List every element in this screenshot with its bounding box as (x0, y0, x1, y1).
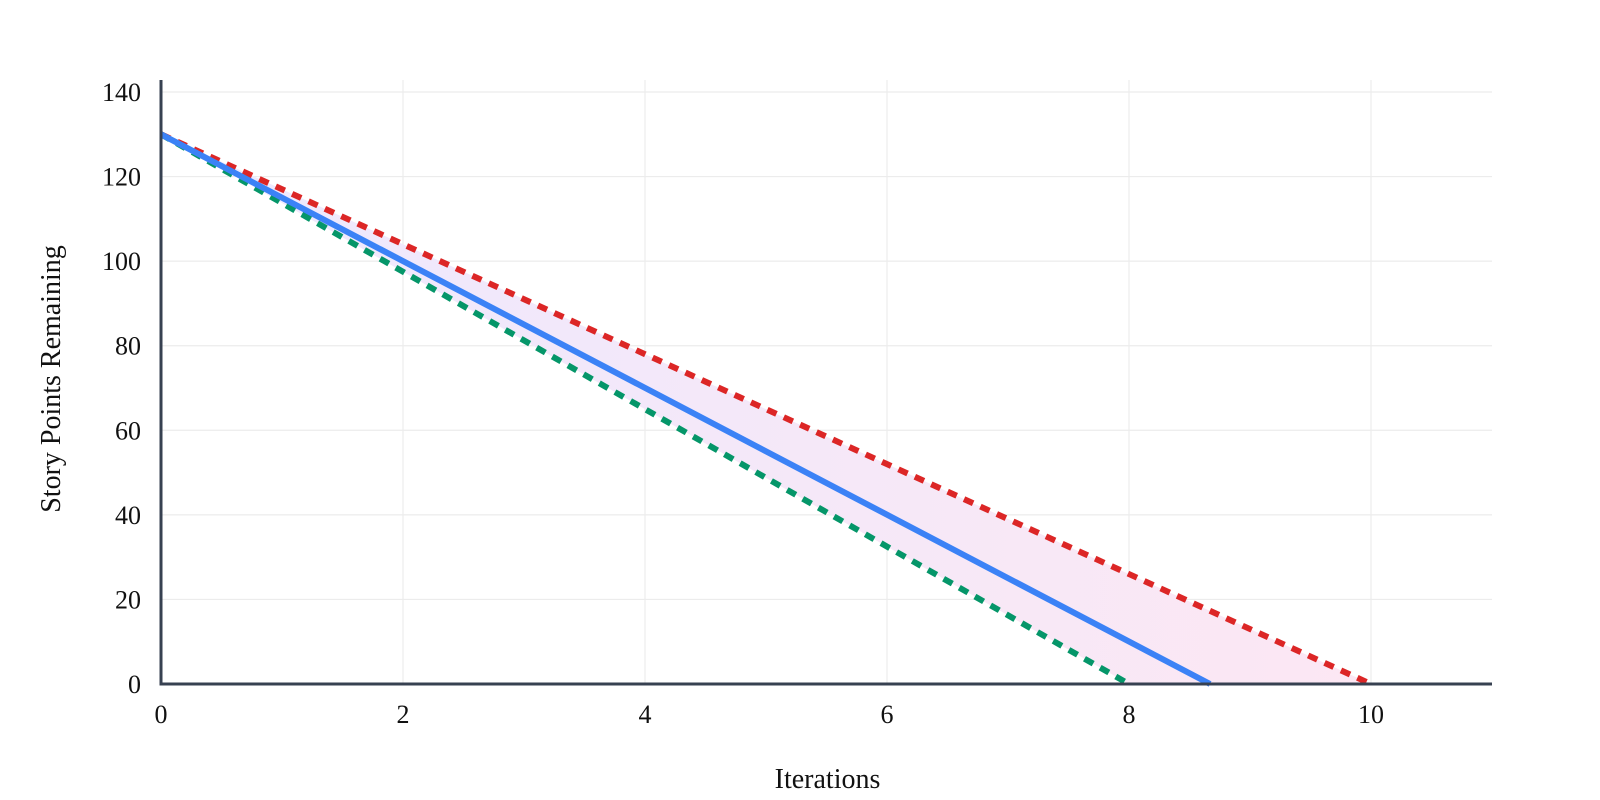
y-tick-label: 140 (102, 78, 141, 107)
y-tick-label: 80 (115, 332, 141, 361)
y-tick-label: 20 (115, 585, 141, 614)
x-tick-label: 2 (397, 700, 410, 729)
axes (159, 80, 1492, 686)
series-layer (159, 131, 1373, 687)
y-tick-label: 60 (115, 416, 141, 445)
x-tick-label: 8 (1123, 700, 1136, 729)
x-tick-label: 0 (155, 700, 168, 729)
y-tick-label: 0 (128, 670, 141, 699)
x-axis-title: Iterations (775, 764, 881, 795)
series-line-dotted (159, 131, 1373, 687)
series-line-solid (159, 131, 1212, 687)
y-tick-label: 40 (115, 501, 141, 530)
grid (161, 80, 1492, 684)
x-tick-label: 10 (1358, 700, 1384, 729)
x-tick-label: 6 (881, 700, 894, 729)
y-tick-label: 120 (102, 163, 141, 192)
x-tick-label: 4 (639, 700, 652, 729)
y-axis-title: Story Points Remaining (36, 245, 67, 513)
series-line-dotted (159, 131, 1131, 687)
y-tick-label: 100 (102, 247, 141, 276)
